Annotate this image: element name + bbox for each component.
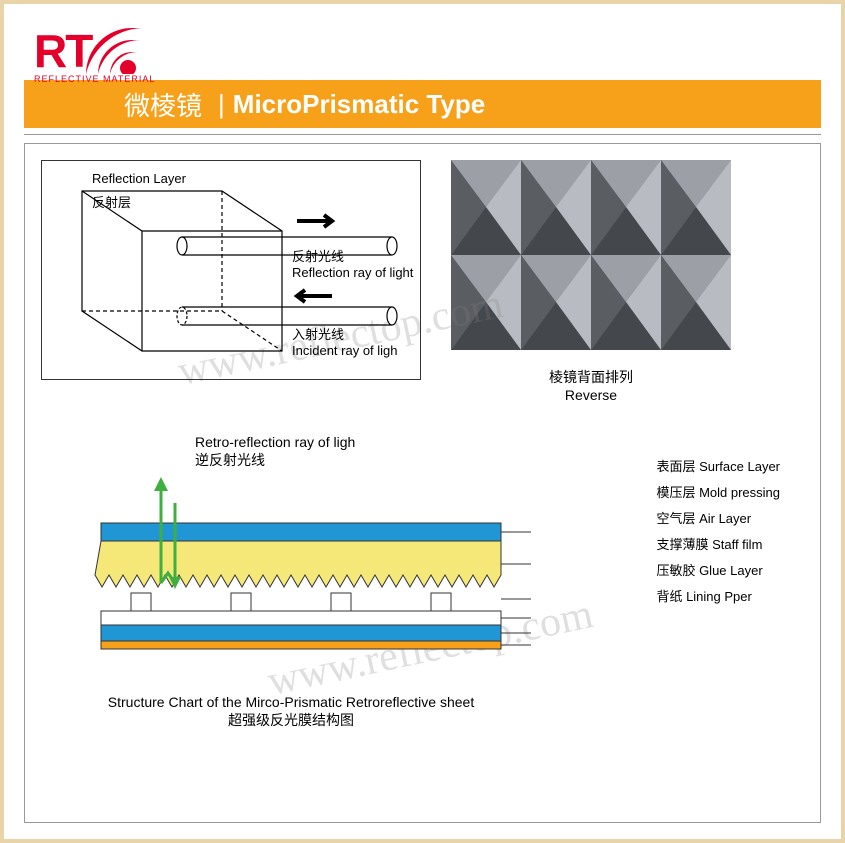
retro-label-cn: 逆反射光线 [195,450,355,470]
photo-caption: 棱镜背面排列 Reverse [451,367,731,403]
svg-text:Reflection ray of light: Reflection ray of light [292,265,414,280]
photo-caption-en: Reverse [451,387,731,403]
photo-caption-cn: 棱镜背面排列 [451,367,731,387]
layer-legend: 表面层 Surface Layer模压层 Mold pressing空气层 Ai… [656,454,780,610]
structure-title-cn: 超强级反光膜结构图 [41,710,541,730]
prism-photo: 棱镜背面排列 Reverse [451,160,731,403]
layer-label: 压敏胶 Glue Layer [656,558,780,584]
content-panel: www.reflectop.com www.reflectop.com [24,143,821,823]
svg-text:入射光线: 入射光线 [292,327,344,342]
title-en: MicroPrismatic Type [233,89,485,120]
title-bar: 微棱镜 | MicroPrismatic Type [24,80,821,128]
top-row: Reflection Layer 反射层 反射光线 Reflection ray… [41,160,804,403]
prism-pattern-icon [451,160,731,350]
layer-label: 模压层 Mold pressing [656,480,780,506]
retro-label: Retro-reflection ray of ligh 逆反射光线 [195,434,355,470]
title-sep: | [218,89,225,120]
logo-main: RT [34,24,155,78]
structure-title-en: Structure Chart of the Mirco-Prismatic R… [41,694,541,710]
layer-label: 支撑薄膜 Staff film [656,532,780,558]
layer-diagram [41,473,541,673]
prism-diagram: Reflection Layer 反射层 反射光线 Reflection ray… [41,160,421,380]
retro-label-en: Retro-reflection ray of ligh [195,434,355,450]
title-cn: 微棱镜 [124,86,202,123]
layer-label: 背纸 Lining Pper [656,584,780,610]
svg-text:反射光线: 反射光线 [292,249,344,264]
structure-title: Structure Chart of the Mirco-Prismatic R… [41,694,541,730]
logo-subtitle: REFLECTIVE MATERIAL [34,74,155,84]
svg-text:Incident ray of ligh: Incident ray of ligh [292,343,398,358]
svg-text:反射层: 反射层 [92,195,131,210]
divider [24,134,821,135]
page: RT REFLECTIVE MATERIAL 微棱镜 | MicroPrisma… [0,0,845,843]
layer-label: 表面层 Surface Layer [656,454,780,480]
layer-label: 空气层 Air Layer [656,506,780,532]
svg-text:Reflection Layer: Reflection Layer [92,171,187,186]
logo: RT REFLECTIVE MATERIAL [34,24,155,84]
logo-arcs-icon [86,28,146,74]
logo-letters: RT [34,24,91,78]
